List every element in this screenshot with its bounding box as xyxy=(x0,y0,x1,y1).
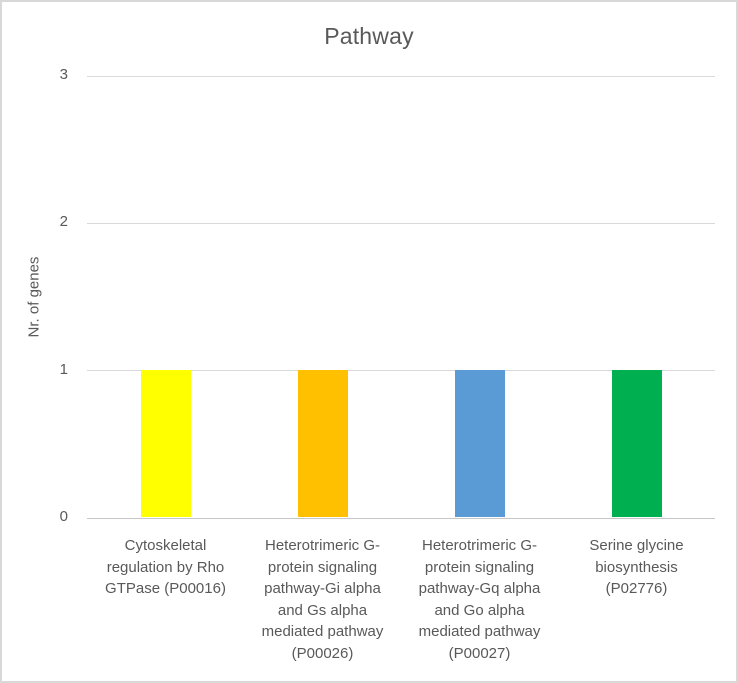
bar-1 xyxy=(140,369,191,517)
bar-3 xyxy=(454,369,505,517)
x-axis-line xyxy=(87,517,715,519)
chart-title: Pathway xyxy=(324,23,414,49)
bar-2 xyxy=(297,369,348,517)
plot-area xyxy=(87,75,715,519)
category-label-4: Serine glycine biosynthesis (P02776) xyxy=(589,537,684,597)
x-axis-labels: Cytoskeletal regulation by Rho GTPase (P… xyxy=(87,535,715,664)
y-axis-title: Nr. of genes xyxy=(25,256,43,338)
category-label-2: Heterotrimeric G-protein signaling pathw… xyxy=(261,537,384,662)
category-label-3: Heterotrimeric G-protein signaling pathw… xyxy=(418,537,541,662)
y-tick-label: 3 xyxy=(59,66,68,83)
bar-4 xyxy=(611,369,662,517)
y-gridline xyxy=(87,370,715,372)
category-label-1: Cytoskeletal regulation by Rho GTPase (P… xyxy=(105,537,226,597)
y-tick-label: 1 xyxy=(59,360,68,378)
y-tick-label: 2 xyxy=(59,213,68,231)
y-tick-label: 0 xyxy=(59,508,68,525)
y-gridline xyxy=(87,75,715,77)
y-gridline xyxy=(87,222,715,224)
